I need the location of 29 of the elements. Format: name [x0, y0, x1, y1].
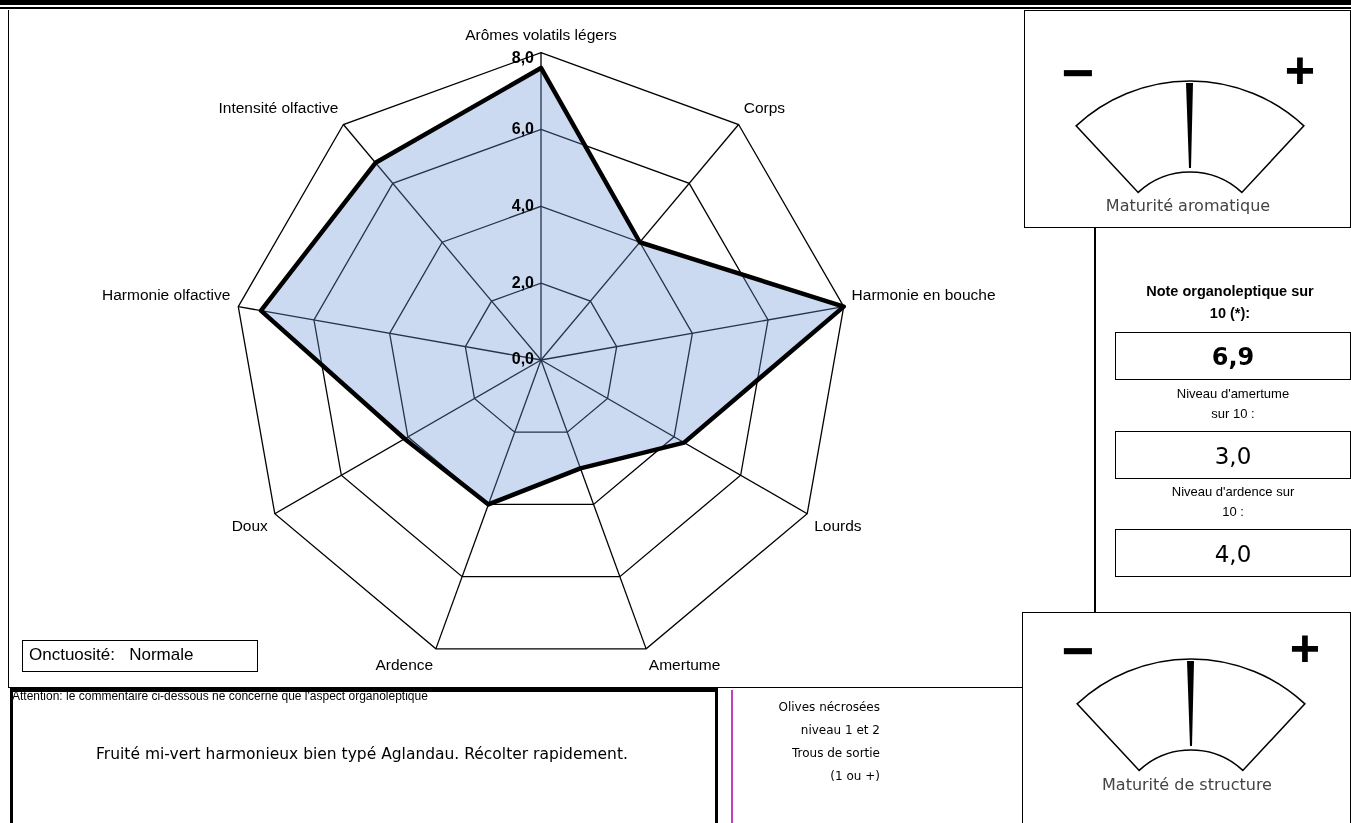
spoke-label: Intensité olfactive — [218, 99, 339, 117]
text: + — [1289, 618, 1321, 678]
text: Note organoleptique sur 10 (*): — [1145, 282, 1315, 323]
spoke-label: Harmonie olfactive — [102, 286, 231, 304]
text: − — [1061, 40, 1095, 105]
text: − — [1061, 618, 1095, 683]
text: Maturité de structure — [1102, 775, 1272, 794]
text: Niveau d'ardence sur 10 : — [1170, 483, 1296, 521]
spoke-label: Lourds — [814, 517, 862, 535]
text: Attention: le commentaire ci-dessous ne concerne que l'aspect organoleptique — [12, 689, 428, 703]
y-tick-label: 2,0 — [511, 273, 535, 291]
spoke-label: Corps — [743, 99, 786, 117]
text: Trous de sortie (1 ou +) — [791, 745, 880, 785]
spoke-label: Amertume — [648, 655, 721, 673]
text: Onctuosité: Normale — [29, 645, 194, 665]
text: 3,0 — [1214, 442, 1252, 471]
spoke-label: Ardence — [375, 655, 434, 673]
text: Niveau d'amertume sur 10 : — [1175, 385, 1291, 423]
spoke-label: Harmonie en bouche — [851, 286, 996, 304]
text: Fruité mi-vert harmonieux bien typé Aglandau. Récolter rapidement. — [96, 745, 628, 763]
text: + — [1284, 40, 1316, 100]
y-tick-label: 4,0 — [511, 196, 535, 214]
spoke-label: Arômes volatils légers — [465, 25, 618, 43]
text: Maturité aromatique — [1105, 196, 1271, 215]
y-tick-label: 6,0 — [511, 119, 535, 137]
text: 4,0 — [1214, 540, 1252, 569]
spoke-label: Doux — [231, 517, 269, 535]
text: 6,9 — [1211, 342, 1255, 373]
text: Olives nécrosées niveau 1 et 2 — [777, 699, 880, 739]
